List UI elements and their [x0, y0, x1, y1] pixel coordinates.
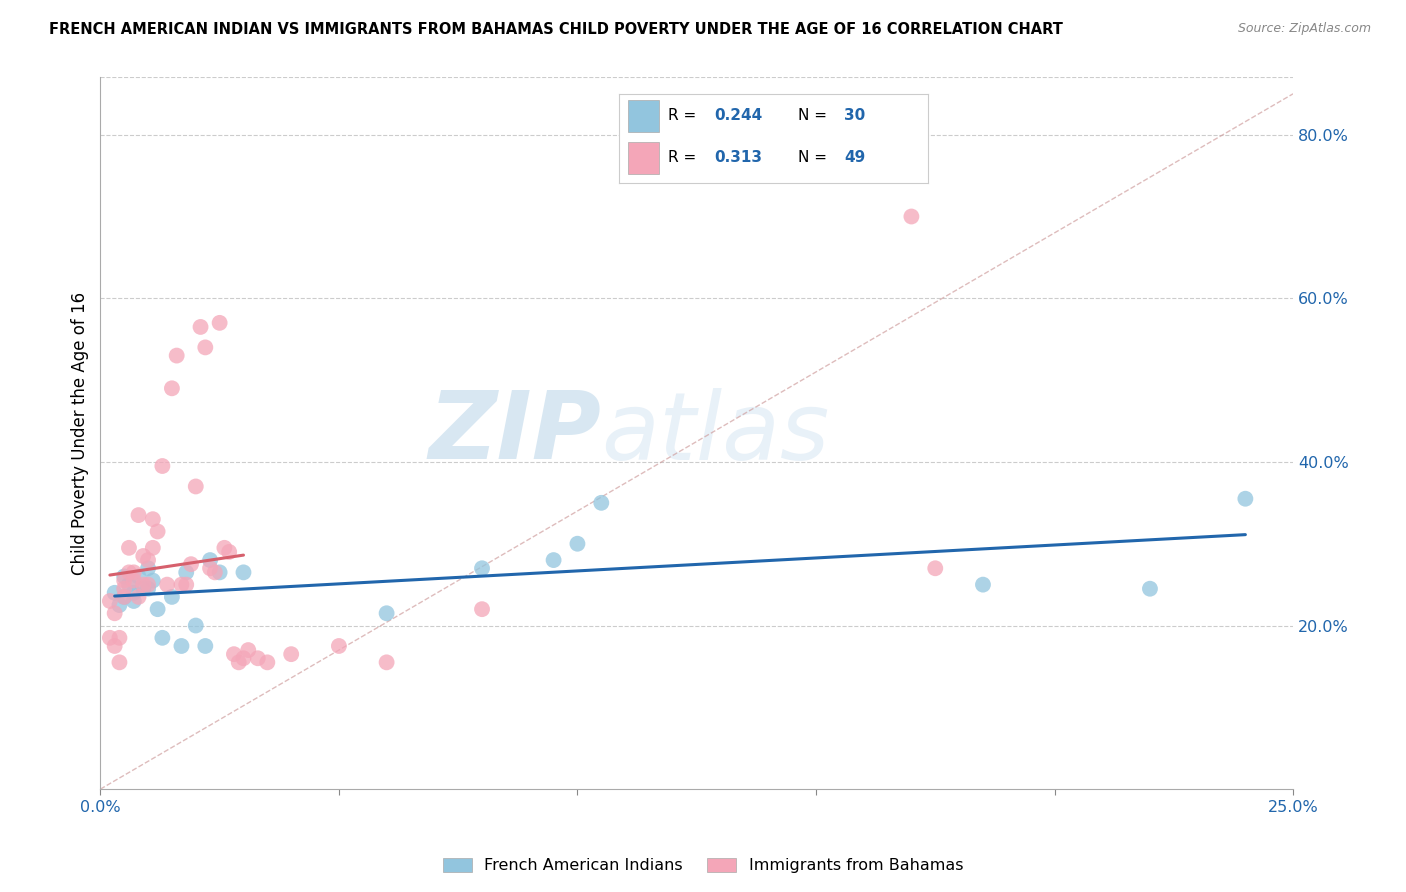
Text: atlas: atlas — [602, 388, 830, 479]
Point — [132, 582, 155, 596]
Text: R =: R = — [668, 151, 702, 165]
Point — [900, 210, 922, 224]
Point — [1139, 582, 1161, 596]
Point — [98, 594, 121, 608]
Point — [104, 586, 127, 600]
Point — [104, 607, 127, 621]
FancyBboxPatch shape — [628, 142, 659, 174]
Point — [1234, 491, 1257, 506]
Point — [146, 524, 169, 539]
Point — [218, 545, 240, 559]
Point — [112, 569, 135, 583]
Text: 30: 30 — [845, 109, 866, 123]
Point — [170, 577, 193, 591]
Point — [232, 566, 254, 580]
Point — [122, 594, 145, 608]
Point — [246, 651, 269, 665]
Point — [132, 549, 155, 563]
Point — [112, 574, 135, 588]
Point — [156, 577, 179, 591]
Point — [375, 607, 398, 621]
Point — [142, 512, 165, 526]
Point — [136, 561, 159, 575]
Point — [128, 508, 150, 522]
Point — [232, 651, 254, 665]
Text: N =: N = — [799, 151, 832, 165]
Point — [128, 590, 150, 604]
Point — [198, 553, 221, 567]
Text: N =: N = — [799, 109, 832, 123]
FancyBboxPatch shape — [628, 100, 659, 132]
Point — [238, 643, 260, 657]
Point — [136, 553, 159, 567]
Point — [118, 566, 141, 580]
Point — [108, 631, 131, 645]
Point — [280, 647, 302, 661]
Point — [122, 586, 145, 600]
Text: Source: ZipAtlas.com: Source: ZipAtlas.com — [1237, 22, 1371, 36]
Point — [118, 577, 141, 591]
Point — [150, 631, 173, 645]
Point — [142, 574, 165, 588]
Point — [328, 639, 350, 653]
Point — [104, 639, 127, 653]
Point — [204, 566, 226, 580]
Point — [112, 590, 135, 604]
Point — [471, 602, 494, 616]
Point — [228, 656, 250, 670]
Point — [972, 577, 994, 591]
Point — [208, 316, 231, 330]
Point — [208, 566, 231, 580]
Point — [194, 340, 217, 354]
Point — [567, 537, 589, 551]
Point — [222, 647, 245, 661]
Point — [194, 639, 217, 653]
Point — [118, 541, 141, 555]
Point — [184, 479, 207, 493]
Point — [543, 553, 565, 567]
Point — [150, 458, 173, 473]
Text: 49: 49 — [845, 151, 866, 165]
Point — [128, 569, 150, 583]
Point — [136, 582, 159, 596]
Point — [122, 574, 145, 588]
Point — [108, 598, 131, 612]
Point — [180, 557, 202, 571]
Point — [174, 566, 197, 580]
Point — [166, 349, 188, 363]
Point — [190, 320, 212, 334]
Point — [122, 566, 145, 580]
Point — [132, 577, 155, 591]
Point — [98, 631, 121, 645]
Point — [136, 577, 159, 591]
Text: FRENCH AMERICAN INDIAN VS IMMIGRANTS FROM BAHAMAS CHILD POVERTY UNDER THE AGE OF: FRENCH AMERICAN INDIAN VS IMMIGRANTS FRO… — [49, 22, 1063, 37]
Point — [591, 496, 613, 510]
Text: 0.244: 0.244 — [714, 109, 763, 123]
Point — [112, 582, 135, 596]
Point — [112, 590, 135, 604]
Point — [184, 618, 207, 632]
Legend: French American Indians, Immigrants from Bahamas: French American Indians, Immigrants from… — [436, 851, 970, 880]
Point — [924, 561, 946, 575]
Text: 0.313: 0.313 — [714, 151, 762, 165]
Y-axis label: Child Poverty Under the Age of 16: Child Poverty Under the Age of 16 — [72, 292, 89, 574]
Point — [174, 577, 197, 591]
Point — [375, 656, 398, 670]
Point — [170, 639, 193, 653]
Point — [108, 656, 131, 670]
Point — [146, 602, 169, 616]
Point — [471, 561, 494, 575]
Text: R =: R = — [668, 109, 702, 123]
Point — [142, 541, 165, 555]
Point — [160, 590, 183, 604]
Text: ZIP: ZIP — [429, 387, 602, 479]
Point — [214, 541, 236, 555]
Point — [160, 381, 183, 395]
Point — [198, 561, 221, 575]
Point — [256, 656, 278, 670]
